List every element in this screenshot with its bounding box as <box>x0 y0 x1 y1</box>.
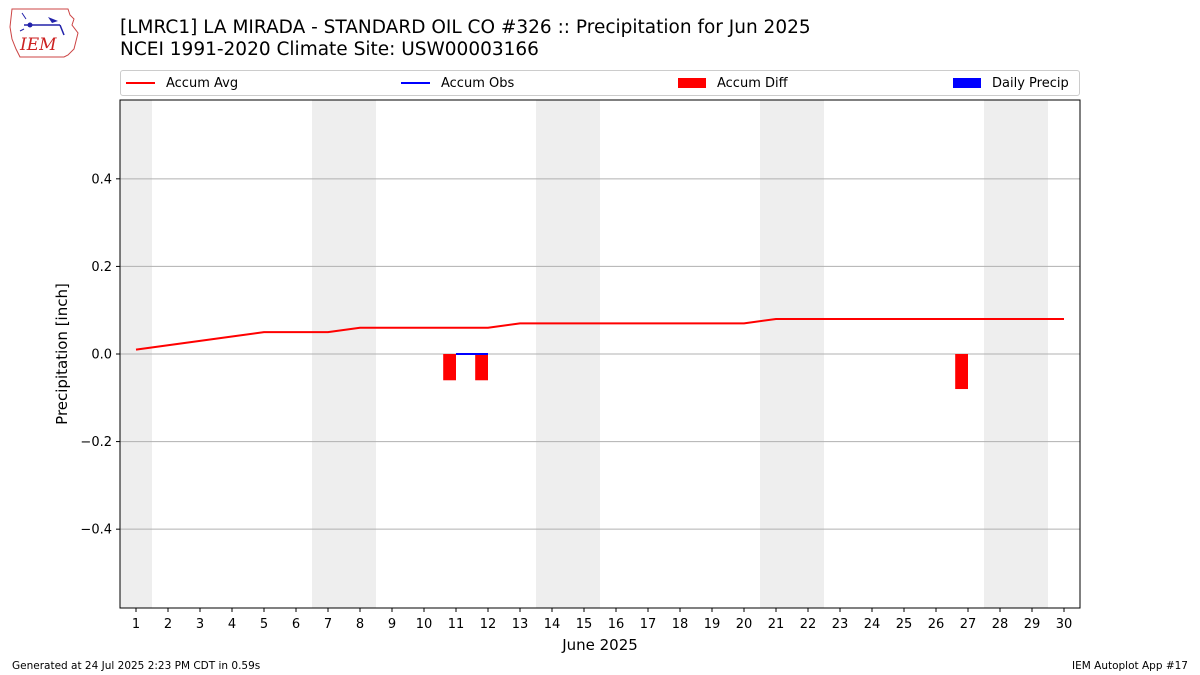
x-tick-label: 29 <box>1024 617 1041 632</box>
y-tick-label: −0.2 <box>80 435 112 450</box>
x-tick-label: 17 <box>640 617 657 632</box>
x-tick-label: 18 <box>672 617 689 632</box>
x-tick-label: 12 <box>480 617 497 632</box>
x-tick-label: 9 <box>388 617 396 632</box>
legend: Accum Avg Accum Obs Accum Diff Daily Pre… <box>120 70 1080 96</box>
legend-label-accum-obs: Accum Obs <box>441 75 515 91</box>
x-tick-label: 30 <box>1056 617 1073 632</box>
x-tick-label: 2 <box>164 617 172 632</box>
y-tick-label: 0.4 <box>91 172 112 187</box>
legend-swatch-accum-diff <box>678 78 706 88</box>
chart-title: [LMRC1] LA MIRADA - STANDARD OIL CO #326… <box>120 17 811 61</box>
x-tick-label: 26 <box>928 617 945 632</box>
x-tick-label: 22 <box>800 617 817 632</box>
legend-label-accum-avg: Accum Avg <box>166 75 239 91</box>
footer-app: IEM Autoplot App #17 <box>1072 660 1188 672</box>
legend-swatch-accum-obs <box>401 82 430 84</box>
accum-diff-bar <box>475 354 488 381</box>
legend-label-daily-precip: Daily Precip <box>992 75 1069 91</box>
x-tick-label: 16 <box>608 617 625 632</box>
x-tick-label: 10 <box>416 617 433 632</box>
iem-logo: IEM <box>9 8 79 58</box>
x-axis-label: June 2025 <box>561 636 638 654</box>
x-tick-label: 3 <box>196 617 204 632</box>
x-tick-label: 13 <box>512 617 529 632</box>
x-tick-label: 8 <box>356 617 364 632</box>
x-tick-label: 23 <box>832 617 849 632</box>
legend-item-accum-diff: Accum Diff <box>678 74 788 92</box>
logo-text: IEM <box>19 35 57 55</box>
legend-swatch-accum-avg <box>126 82 155 84</box>
x-tick-label: 14 <box>544 617 561 632</box>
x-tick-label: 25 <box>896 617 913 632</box>
x-tick-label: 15 <box>576 617 593 632</box>
x-tick-label: 24 <box>864 617 881 632</box>
y-axis-label: Precipitation [inch] <box>53 283 71 425</box>
x-tick-label: 21 <box>768 617 785 632</box>
y-tick-label: 0.0 <box>91 348 112 363</box>
x-tick-label: 28 <box>992 617 1009 632</box>
x-tick-label: 6 <box>292 617 300 632</box>
x-tick-label: 19 <box>704 617 721 632</box>
footer-generated: Generated at 24 Jul 2025 2:23 PM CDT in … <box>12 660 261 672</box>
y-tick-label: −0.4 <box>80 523 112 538</box>
x-tick-label: 27 <box>960 617 977 632</box>
x-tick-label: 1 <box>132 617 140 632</box>
legend-item-accum-obs: Accum Obs <box>401 74 514 92</box>
accum-avg-line <box>135 317 1064 351</box>
title-line-1: [LMRC1] LA MIRADA - STANDARD OIL CO #326… <box>120 17 811 38</box>
legend-swatch-daily-precip <box>953 78 981 88</box>
x-tick-label: 20 <box>736 617 753 632</box>
x-tick-label: 5 <box>260 617 268 632</box>
accum-diff-bar <box>955 354 968 390</box>
title-line-2: NCEI 1991-2020 Climate Site: USW00003166 <box>120 39 539 60</box>
x-tick-label: 11 <box>448 617 465 632</box>
x-tick-label: 4 <box>228 617 236 632</box>
legend-label-accum-diff: Accum Diff <box>717 75 788 91</box>
accum-diff-bar <box>443 354 456 381</box>
y-tick-label: 0.2 <box>91 260 112 275</box>
legend-item-accum-avg: Accum Avg <box>126 74 238 92</box>
x-tick-label: 7 <box>324 617 332 632</box>
legend-item-daily-precip: Daily Precip <box>953 74 1069 92</box>
